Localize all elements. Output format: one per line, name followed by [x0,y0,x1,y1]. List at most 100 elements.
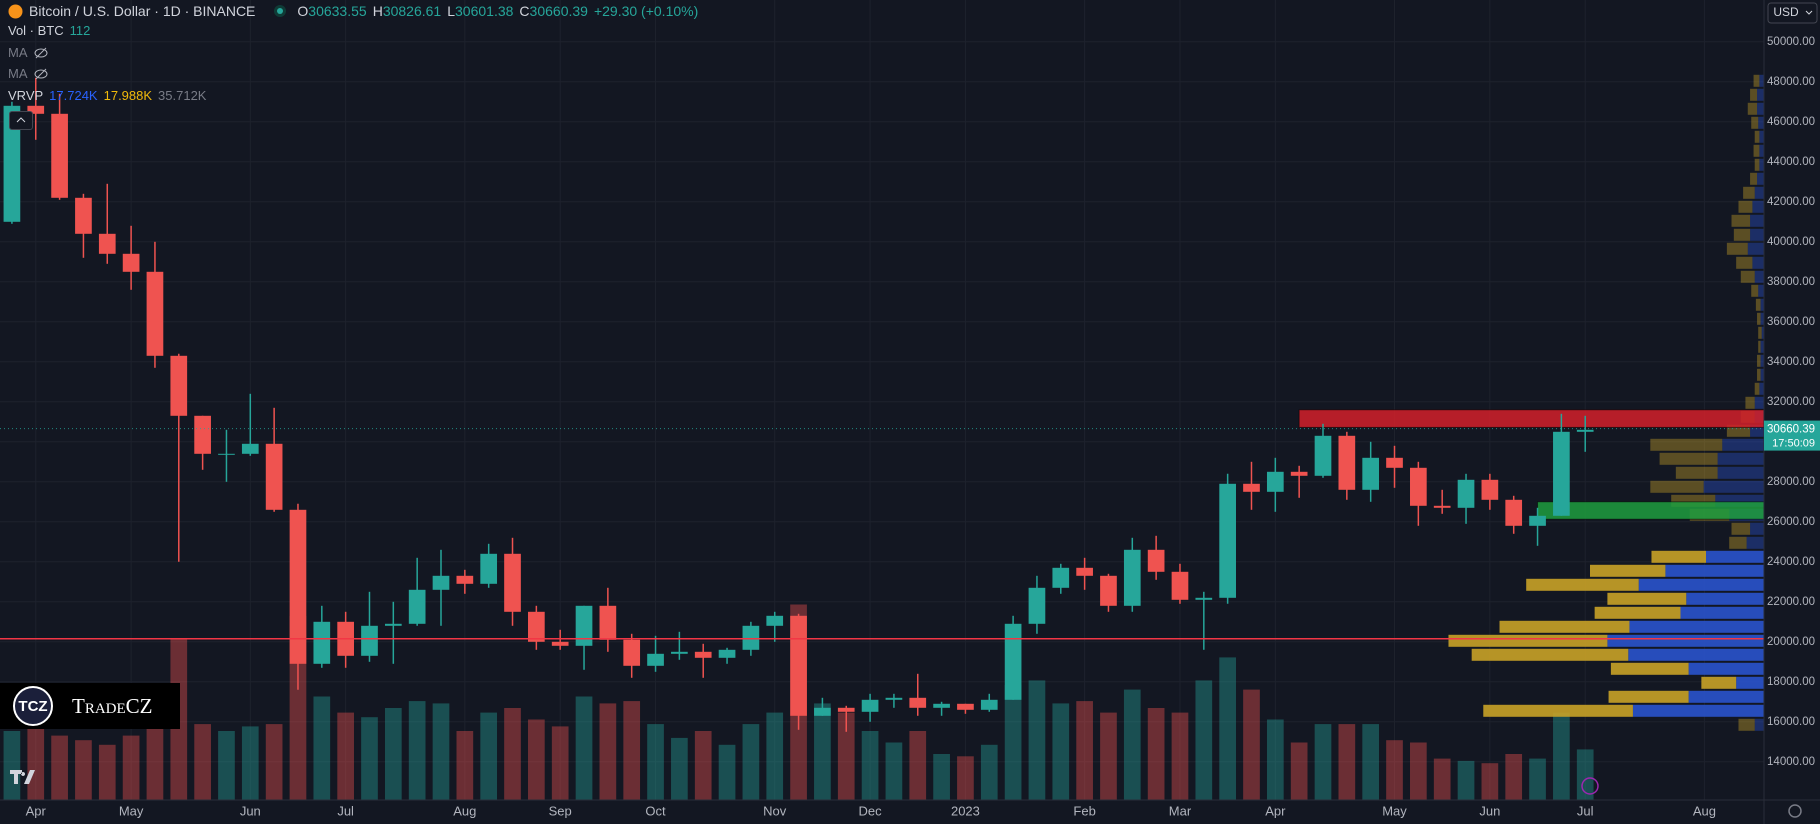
candle-body [837,707,855,712]
profile-down [1594,606,1681,619]
candle-body [27,105,45,114]
y-tick-label: 28000.00 [1767,476,1815,488]
profile-up [1760,298,1764,311]
volume-bar [51,735,68,800]
profile-down [1659,452,1718,465]
settings-icon[interactable] [1788,804,1802,818]
profile-down [1610,662,1689,675]
volume-bar [265,724,283,800]
y-tick-label: 42000.00 [1767,196,1815,208]
volume-bar [146,712,164,800]
profile-up [1752,256,1764,269]
profile-up [1760,340,1764,353]
volume-row: Vol · BTC 112 [8,23,90,38]
candle-body [909,697,927,708]
indicator-label[interactable]: MA [8,66,28,81]
profile-up [1759,158,1764,171]
profile-down [1745,396,1755,409]
candle-body [194,415,211,454]
profile-up [1759,382,1764,395]
volume-bar [1314,724,1332,800]
candle-body [1481,479,1499,500]
profile-up [1750,214,1764,227]
hidden-icon[interactable] [34,68,48,80]
vrvp-label[interactable]: VRVP [8,88,44,103]
x-tick-label: Jul [337,803,354,818]
volume-bar [599,703,617,800]
profile-down [1701,676,1737,689]
currency-label[interactable]: USD [1773,5,1799,19]
x-tick-label: Sep [549,803,572,818]
y-tick-label: 50000.00 [1767,36,1815,48]
candle-body [885,697,903,700]
ohlc-value: 30660.39 [529,3,588,19]
candle-body [122,253,140,272]
volume-bar [671,737,688,800]
ohlc-label: C [519,3,530,19]
y-tick-label: 18000.00 [1767,676,1815,688]
profile-down [1726,242,1748,255]
hidden-icon[interactable] [34,47,48,59]
indicator-row: MA [8,45,48,60]
candle-body [1147,549,1165,572]
volume-bar [1052,703,1070,800]
profile-up [1747,242,1764,255]
profile-down [1650,438,1723,451]
candle-body [432,575,450,590]
profile-up [1750,228,1764,241]
candle-body [1028,587,1046,624]
y-tick-label: 46000.00 [1767,116,1815,128]
currency-box[interactable] [1767,2,1818,24]
profile-down [1753,144,1760,157]
candle-body [1004,623,1022,700]
volume-bar [766,712,784,800]
profile-up [1717,466,1764,479]
candle-body [1171,571,1189,600]
profile-down [1758,326,1762,339]
x-tick-label: Dec [859,803,883,818]
alert-icon[interactable] [1581,777,1599,795]
candle-body [1386,457,1403,468]
profile-up [1760,368,1764,381]
candle-body [1243,483,1260,492]
volume-bar [122,735,140,800]
candle-body [766,615,784,626]
profile-down [1448,634,1608,647]
volume-bar [504,708,521,800]
zone-layer [1298,409,1765,520]
candle-body [623,639,641,666]
volume-label[interactable]: Vol · BTC [8,23,64,38]
ohlc-label: O [297,3,309,19]
volume-bar [814,703,831,800]
candle-body [1219,483,1236,598]
profile-up [1632,704,1764,717]
tv-logo [10,770,35,784]
change: +29.30 (+0.10%) [593,3,699,19]
ohlc-value: 30601.38 [455,3,514,19]
profile-down [1755,298,1761,311]
volume-bar [718,744,736,800]
symbol[interactable]: Bitcoin / U.S. Dollar · 1D · BINANCE [29,3,256,19]
candle-body [671,651,688,654]
volume-bar [313,696,331,800]
candle-body [384,623,402,626]
y-tick-label: 20000.00 [1767,636,1815,648]
watermark-name: TradeCZ [72,694,153,718]
profile-up [1703,480,1764,493]
currency-button[interactable]: USD [1767,2,1818,24]
watermark-badge [13,686,53,726]
volume-bar [1529,758,1546,800]
x-tick-label: Jun [240,803,261,818]
volume-bar [694,731,712,800]
profile-down [1743,186,1755,199]
candle-body [1052,567,1070,588]
profile-down [1731,522,1751,535]
indicator-label[interactable]: MA [8,45,28,60]
collapse-button[interactable] [9,111,33,130]
vrvp-up: 17.724K [49,88,98,103]
profile-down [1738,718,1755,731]
profile-up [1754,396,1764,409]
x-tick-label: Feb [1073,803,1095,818]
y-tick-label: 16000.00 [1767,716,1815,728]
profile-down [1757,368,1761,381]
